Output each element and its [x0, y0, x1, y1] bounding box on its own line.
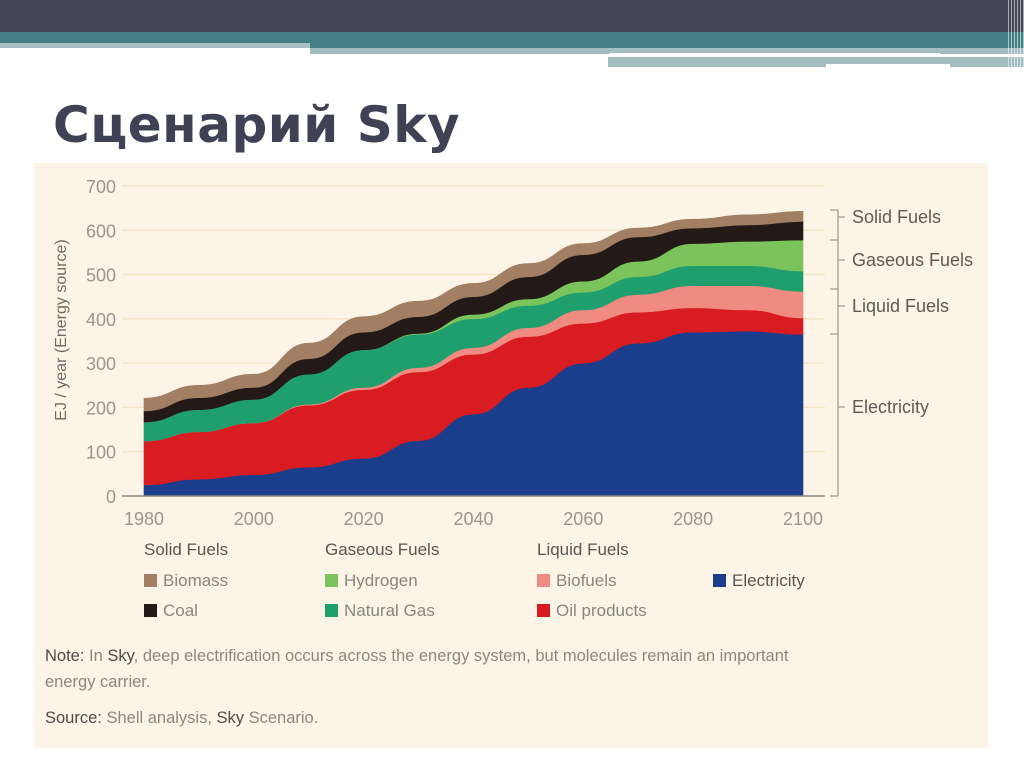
- header-stripes: [1008, 0, 1024, 68]
- legend-item-electricity: Electricity: [713, 571, 805, 591]
- area-biomass: [143, 210, 804, 412]
- x-tick-label: 1980: [124, 509, 164, 529]
- header-accent-line: [310, 48, 1024, 54]
- hydrogen-swatch: [325, 574, 338, 587]
- y-tick-label: 200: [86, 398, 116, 418]
- slide-title: Сценарий Sky: [53, 96, 461, 154]
- legend-item-biofuels: Biofuels: [537, 571, 616, 591]
- y-tick-label: 300: [86, 354, 116, 374]
- y-tick-label: 0: [106, 487, 116, 507]
- bracket-label: Liquid Fuels: [852, 296, 949, 316]
- electricity-swatch: [713, 574, 726, 587]
- legend-group-liquid: Liquid Fuels: [537, 540, 629, 559]
- biofuels-swatch: [537, 574, 550, 587]
- bracket-label: Gaseous Fuels: [852, 250, 973, 270]
- biomass-swatch: [144, 574, 157, 587]
- x-tick-label: 2020: [344, 509, 384, 529]
- legend-item-natural-gas: Natural Gas: [325, 601, 435, 621]
- y-tick-label: 400: [86, 310, 116, 330]
- x-tick-label: 2080: [673, 509, 713, 529]
- legend-group-gaseous: Gaseous Fuels: [325, 540, 440, 559]
- chart-source: Source: Shell analysis, Sky Scenario.: [45, 709, 319, 727]
- x-tick-label: 2040: [453, 509, 493, 529]
- bracket-label: Solid Fuels: [852, 207, 941, 227]
- x-tick-label: 2000: [234, 509, 274, 529]
- header-accent-line: [0, 43, 310, 48]
- y-axis-label: EJ / year (Energy source): [53, 239, 70, 420]
- bracket-label: Electricity: [852, 397, 929, 417]
- coal-swatch: [144, 604, 157, 617]
- y-tick-label: 600: [86, 221, 116, 241]
- legend-group-solid: Solid Fuels: [144, 540, 229, 559]
- legend-item-oil-products: Oil products: [537, 601, 647, 621]
- y-tick-label: 500: [86, 266, 116, 286]
- legend-item-hydrogen: Hydrogen: [325, 571, 418, 591]
- header-accent-line: [608, 57, 1024, 67]
- x-tick-label: 2100: [783, 509, 823, 529]
- header-accent-gap: [826, 64, 950, 68]
- header-dark-band: [0, 0, 1024, 32]
- chart-note: Note: In Sky, deep electrification occur…: [45, 647, 789, 691]
- natural-gas-swatch: [325, 604, 338, 617]
- y-tick-label: 100: [86, 443, 116, 463]
- legend-item-coal: Coal: [144, 601, 198, 621]
- axes: 0 100 200 300 400 500 600 700 1980 2000 2020 2040 20…: [53, 177, 825, 529]
- header-accent-gap: [610, 53, 940, 57]
- x-tick-label: 2060: [563, 509, 603, 529]
- legend-item-biomass: Biomass: [144, 571, 228, 591]
- y-tick-label: 700: [86, 177, 116, 197]
- right-brackets: Solid Fuels Gaseous Fuels Liquid Fuels Elec…: [830, 207, 973, 497]
- oil-products-swatch: [537, 604, 550, 617]
- area-layers: [143, 210, 804, 497]
